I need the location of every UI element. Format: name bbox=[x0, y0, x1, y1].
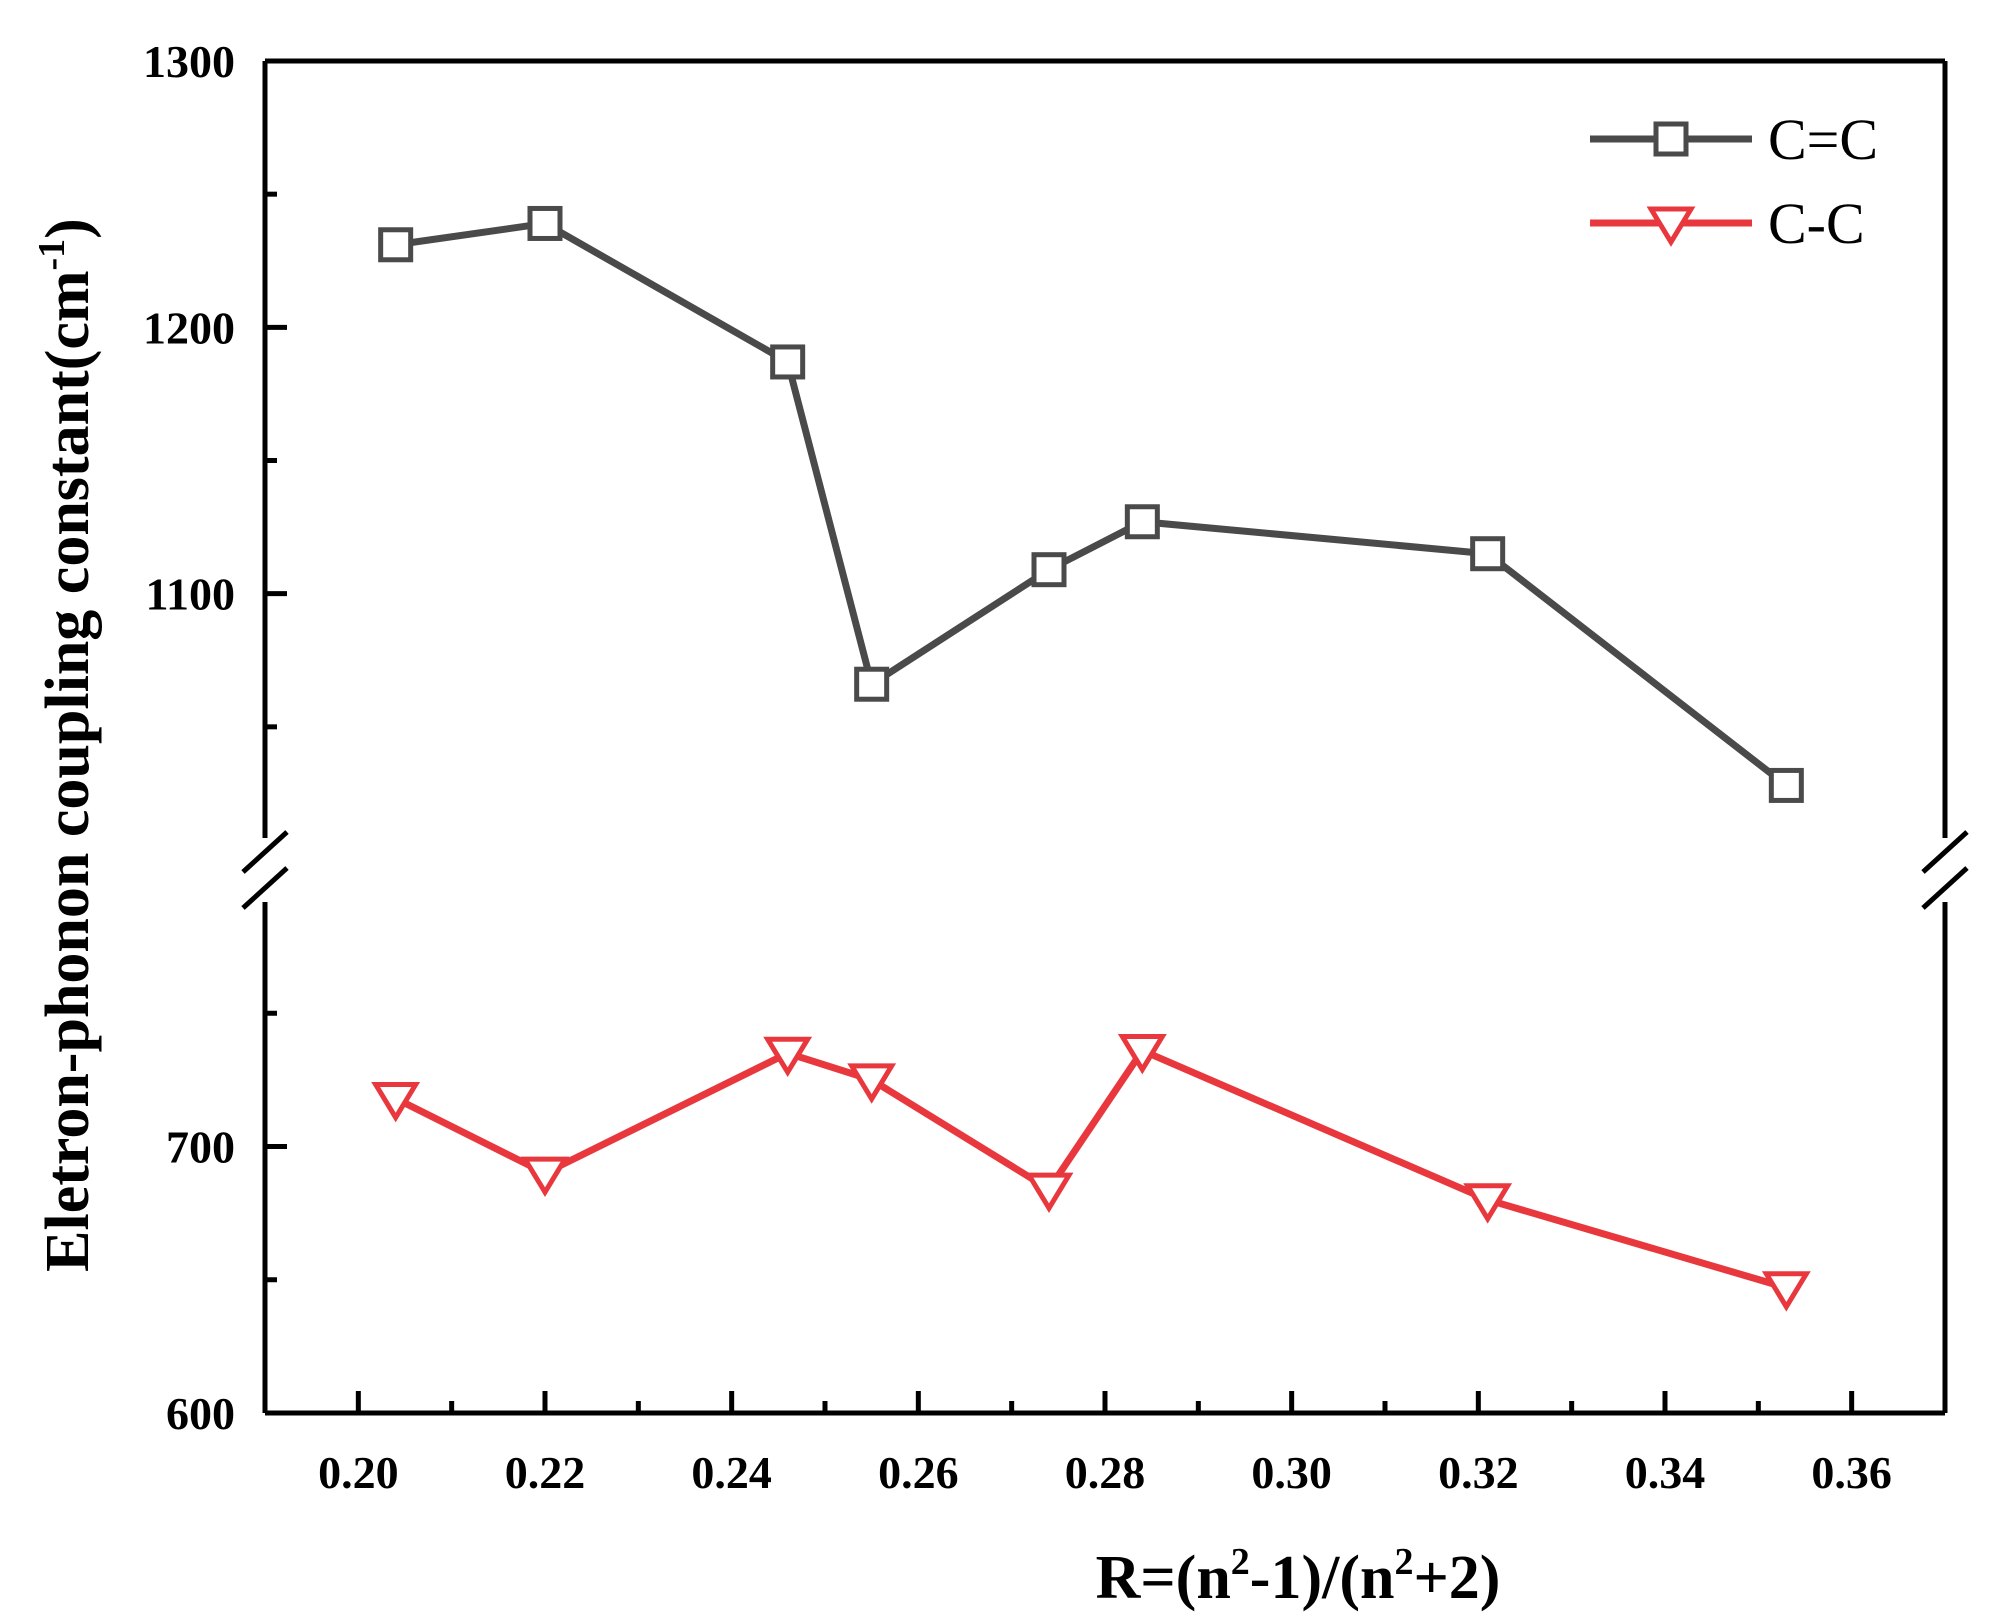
data-point-c-double-c bbox=[1470, 536, 1506, 572]
data-point-c-double-c bbox=[770, 344, 806, 380]
y-tick-label: 1300 bbox=[143, 36, 235, 87]
data-point-c-single-c bbox=[520, 1156, 570, 1197]
x-tick-label: 0.20 bbox=[318, 1447, 399, 1498]
series-markers bbox=[371, 205, 1811, 1312]
y-tick-label: 1100 bbox=[146, 569, 235, 620]
data-point-c-single-c bbox=[1024, 1172, 1074, 1213]
x-tick-label: 0.24 bbox=[691, 1447, 772, 1498]
data-point-c-single-c bbox=[371, 1082, 421, 1123]
y-tick-label: 700 bbox=[166, 1122, 235, 1173]
data-point-c-double-c bbox=[854, 666, 890, 702]
axis-break-mark-left bbox=[241, 866, 289, 910]
y-axis-title: Eletron-phonon coupling constant(cm-1) bbox=[31, 218, 102, 1272]
legend: C=C C-C bbox=[1590, 107, 1878, 256]
y-tick-label: 600 bbox=[166, 1388, 235, 1439]
series-line-c-single-c bbox=[394, 1047, 1788, 1292]
series-line-c-double-c bbox=[395, 219, 1789, 789]
data-point-c-double-c bbox=[1031, 552, 1067, 588]
axis-break-mark-left bbox=[241, 830, 289, 874]
axis-break-mark-right bbox=[1921, 866, 1969, 910]
x-axis-title: R=(n2-1)/(n2+2) bbox=[1096, 1541, 1501, 1612]
y-tick-label: 1200 bbox=[143, 302, 235, 353]
x-tick-label: 0.26 bbox=[878, 1447, 959, 1498]
data-point-c-single-c bbox=[847, 1063, 897, 1104]
data-point-c-double-c bbox=[1768, 767, 1804, 803]
data-point-c-single-c bbox=[763, 1036, 813, 1078]
legend-label-c-double-c: C=C bbox=[1768, 107, 1878, 172]
series-lines bbox=[394, 219, 1789, 1292]
axis-break-mark-right bbox=[1921, 830, 1969, 874]
ticks: 0.20 0.22 0.24 0.26 0.28 0.30 0.32 0.34 0.36 1100… bbox=[143, 36, 1892, 1498]
x-tick-label: 0.34 bbox=[1625, 1447, 1706, 1498]
x-tick-label: 0.36 bbox=[1811, 1447, 1892, 1498]
x-tick-label: 0.28 bbox=[1065, 1447, 1146, 1498]
legend-marker-c-single-c bbox=[1646, 206, 1696, 247]
data-point-c-single-c bbox=[1761, 1271, 1811, 1312]
data-point-c-double-c bbox=[378, 227, 414, 263]
data-point-c-single-c bbox=[1117, 1034, 1167, 1075]
x-tick-label: 0.22 bbox=[505, 1447, 586, 1498]
legend-marker-c-double-c bbox=[1653, 121, 1689, 157]
data-point-c-double-c bbox=[527, 205, 563, 241]
data-point-c-single-c bbox=[1463, 1183, 1513, 1224]
x-tick-label: 0.30 bbox=[1251, 1447, 1332, 1498]
legend-label-c-single-c: C-C bbox=[1768, 191, 1865, 256]
data-point-c-double-c bbox=[1124, 504, 1160, 540]
axes bbox=[241, 58, 1969, 1416]
x-tick-label: 0.32 bbox=[1438, 1447, 1519, 1498]
